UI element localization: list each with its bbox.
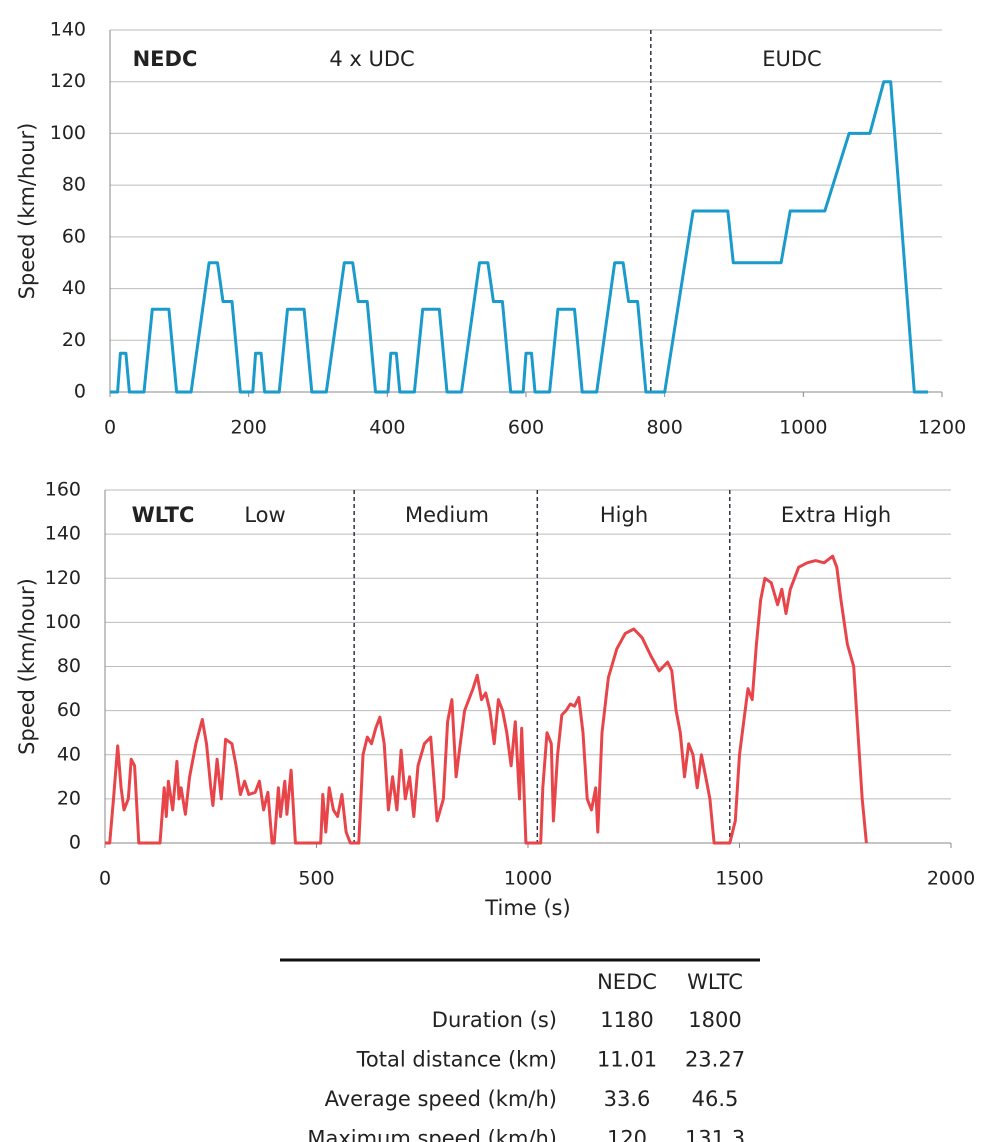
phase-label: High — [600, 503, 648, 527]
label-background — [390, 501, 504, 531]
y-tick-label: 160 — [45, 479, 81, 501]
phase-label: 4 x UDC — [329, 47, 414, 71]
column-header: NEDC — [597, 970, 657, 994]
x-tick-label: 500 — [298, 868, 334, 890]
phase-label: Extra High — [781, 503, 891, 527]
y-tick-label: 120 — [50, 70, 86, 92]
y-tick-label: 20 — [62, 329, 86, 351]
label-background — [584, 501, 664, 531]
x-tick-label: 800 — [647, 417, 683, 439]
label-background — [747, 45, 837, 75]
y-tick-label: 60 — [62, 225, 86, 247]
cell-value: 33.6 — [604, 1087, 651, 1111]
chart-title: WLTC — [132, 503, 195, 527]
y-tick-label: 0 — [69, 832, 81, 854]
chart: 0 20 40 60 80 100 120 140 160 0 500 1000 1500 2000 Spe… — [15, 479, 975, 921]
row-label: Maximum speed (km/h) — [307, 1127, 557, 1142]
x-tick-label: 0 — [104, 417, 116, 439]
label-background — [229, 501, 301, 531]
row-label: Total distance (km) — [356, 1048, 557, 1072]
cell-value: 120 — [607, 1127, 647, 1142]
label-background — [116, 501, 210, 531]
y-tick-label: 100 — [50, 122, 86, 144]
y-tick-label: 60 — [57, 699, 81, 721]
y-tick-label: 20 — [57, 787, 81, 809]
x-tick-label: 0 — [99, 868, 111, 890]
phase-label: Medium — [405, 503, 489, 527]
cell-value: 1180 — [600, 1008, 653, 1032]
y-axis-label: Speed (km/hour) — [15, 123, 39, 300]
cell-value: 131.3 — [685, 1127, 745, 1142]
label-background — [765, 501, 907, 531]
column-header: WLTC — [687, 970, 743, 994]
y-tick-label: 140 — [50, 19, 86, 41]
y-tick-label: 0 — [74, 381, 86, 403]
cell-value: 23.27 — [685, 1048, 745, 1072]
row-label: Duration (s) — [432, 1008, 557, 1032]
x-tick-label: 1000 — [504, 868, 552, 890]
y-tick-label: 100 — [45, 611, 81, 633]
x-tick-label: 600 — [508, 417, 544, 439]
y-tick-label: 120 — [45, 567, 81, 589]
x-axis-label: Time (s) — [484, 896, 570, 920]
phase-label: EUDC — [762, 47, 821, 71]
y-axis-label: Speed (km/hour) — [15, 578, 39, 755]
cell-value: 46.5 — [692, 1087, 739, 1111]
x-tick-label: 400 — [369, 417, 405, 439]
speed-line — [110, 80, 929, 394]
label-background — [314, 45, 430, 75]
y-tick-label: 80 — [62, 174, 86, 196]
x-tick-label: 1200 — [918, 417, 966, 439]
y-tick-label: 40 — [62, 277, 86, 299]
label-background — [117, 45, 213, 75]
chart: 0 20 40 60 80 100 120 140 0 200 400 600 800 1000 1200 S… — [15, 19, 966, 439]
x-tick-label: 1500 — [715, 868, 763, 890]
cell-value: 11.01 — [597, 1048, 657, 1072]
y-tick-label: 40 — [57, 743, 81, 765]
cell-value: 1800 — [688, 1008, 741, 1032]
speed-line — [105, 554, 868, 845]
x-tick-label: 200 — [231, 417, 267, 439]
phase-label: Low — [244, 503, 285, 527]
x-tick-label: 2000 — [927, 868, 975, 890]
row-label: Average speed (km/h) — [325, 1087, 557, 1111]
y-tick-label: 140 — [45, 523, 81, 545]
chart-title: NEDC — [133, 47, 198, 71]
y-tick-label: 80 — [57, 655, 81, 677]
x-tick-label: 1000 — [779, 417, 827, 439]
